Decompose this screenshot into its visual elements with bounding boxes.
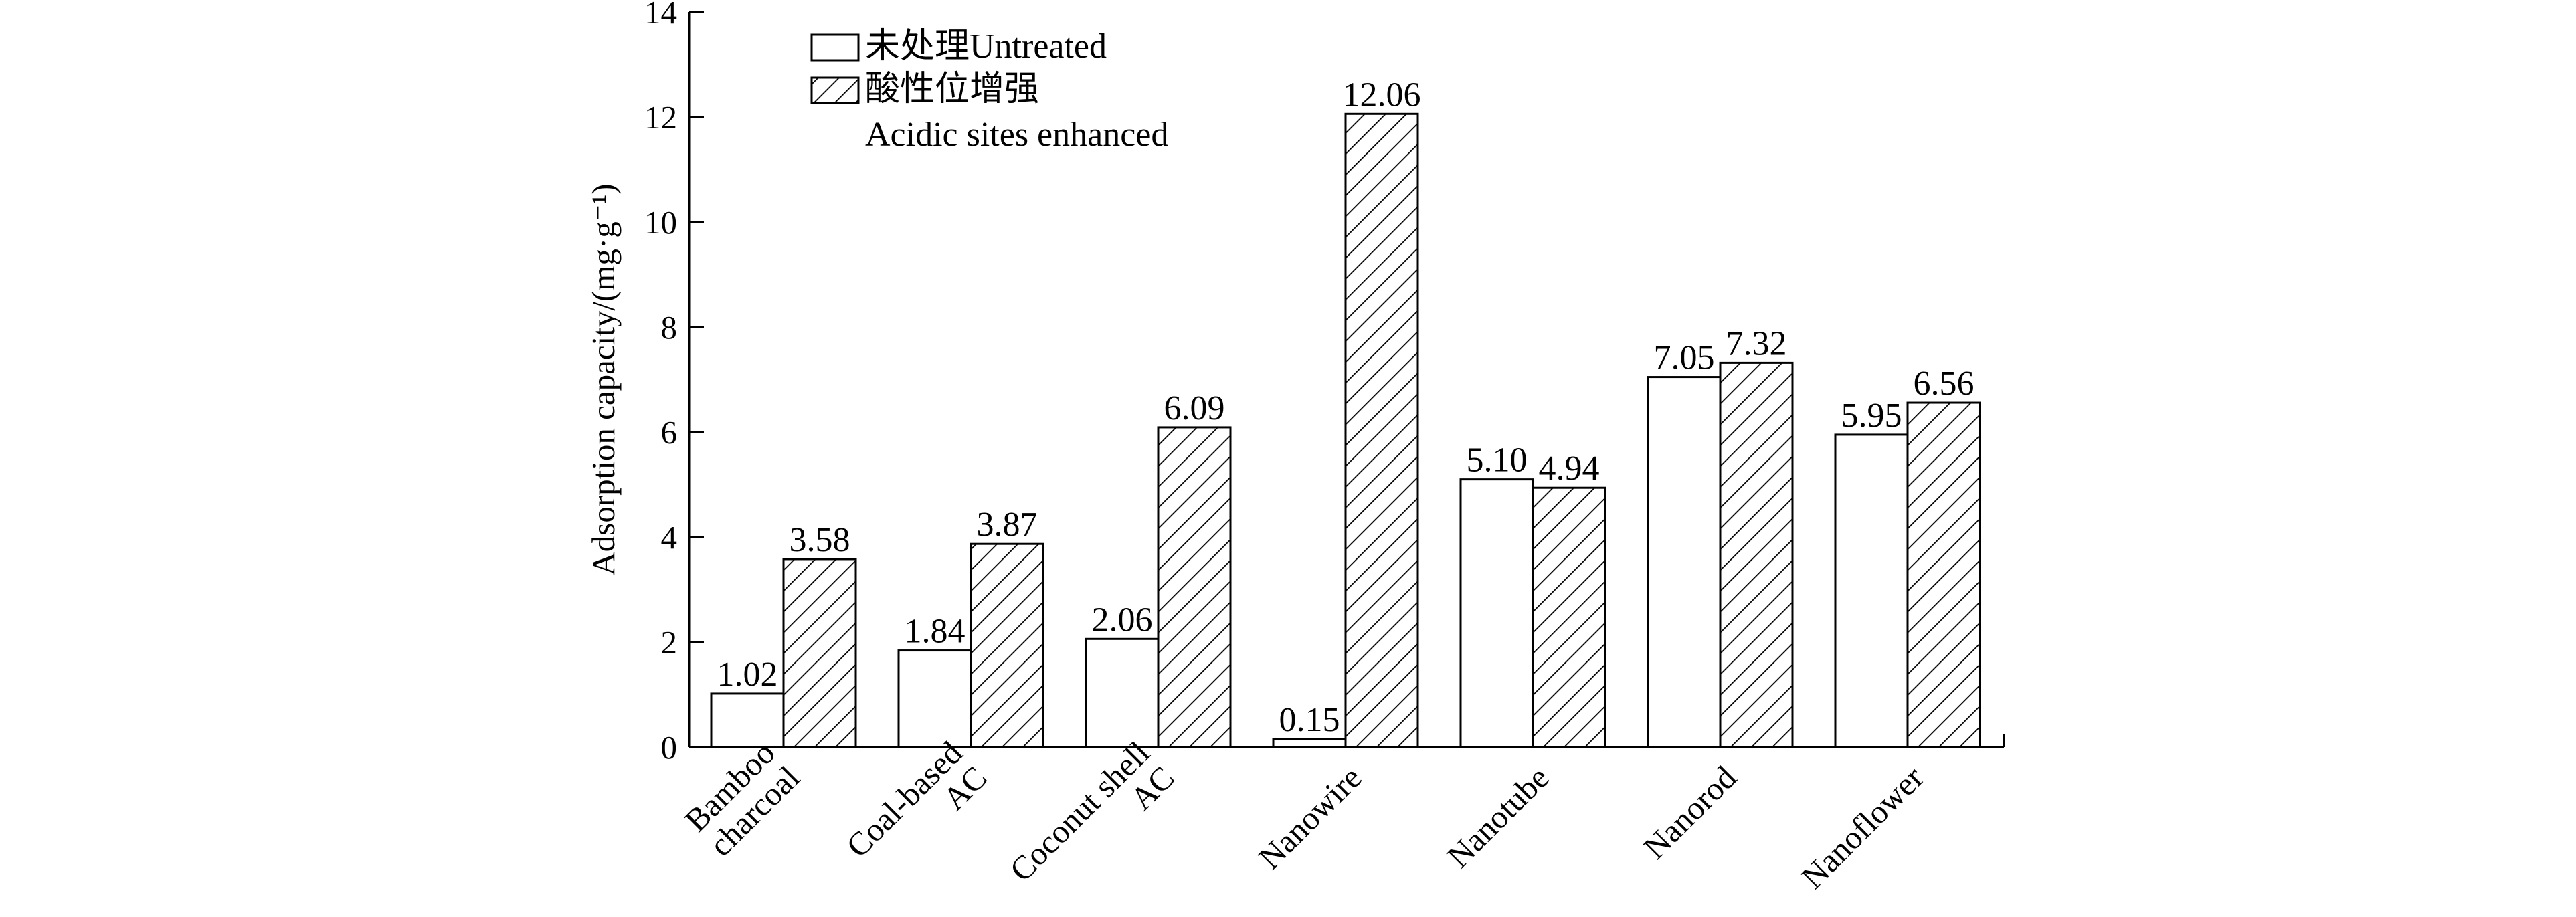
value-labels: 1.02 3.58 1.84 3.87 2.06 6.09 0.15 12.06 5.10 4.9…: [717, 76, 1974, 739]
bar-untreated: [1459, 478, 1534, 748]
y-tick-label: 4: [661, 519, 678, 556]
bar-acidic-enhanced: [1157, 426, 1232, 748]
y-tick-label: 8: [661, 309, 678, 346]
data-label: 7.32: [1726, 324, 1787, 363]
bar-acidic-enhanced: [1532, 486, 1606, 748]
y-axis-title: Adsorption capacity/(mg·g⁻¹): [585, 183, 622, 575]
legend-label-acidic-enhanced: 酸性位增强: [865, 70, 1039, 108]
bar-untreated: [710, 692, 785, 748]
data-label: 2.06: [1092, 601, 1153, 639]
data-label: 1.84: [905, 613, 965, 651]
x-tick-label-line: Coconut shell: [1002, 734, 1156, 888]
bar-untreated: [1834, 433, 1909, 748]
legend-label-acidic-enhanced-en: Acidic sites enhanced: [865, 116, 1168, 154]
bar-acidic-enhanced: [1344, 112, 1419, 748]
data-label: 0.15: [1279, 701, 1340, 739]
bar-untreated: [1647, 376, 1722, 748]
data-label: 6.56: [1914, 365, 1974, 403]
bar-untreated: [1085, 637, 1160, 748]
x-tick-label-line: Nanoflower: [1794, 759, 1930, 896]
legend-swatch-acidic-enhanced: [810, 76, 860, 104]
x-tick-label: Nanoflower: [1794, 759, 1930, 896]
y-tick-label: 0: [661, 729, 678, 766]
y-tick-label: 12: [644, 99, 677, 136]
legend-label-untreated: 未处理Untreated: [865, 27, 1107, 66]
data-label: 1.02: [717, 655, 778, 694]
y-tick-label: 14: [644, 0, 677, 31]
bar-untreated: [1272, 738, 1347, 748]
data-label: 5.10: [1467, 441, 1528, 480]
data-label: 4.94: [1539, 449, 1600, 488]
y-tick-label: 6: [661, 414, 678, 451]
y-tick-label: 2: [661, 624, 678, 661]
bar-untreated: [897, 649, 972, 748]
legend: 未处理Untreated 酸性位增强 Acidic sites enhanced: [810, 27, 1168, 154]
data-label: 3.87: [977, 506, 1038, 544]
data-label: 6.09: [1164, 389, 1225, 427]
x-tick-label: Nanowire: [1251, 759, 1369, 877]
bar-acidic-enhanced: [1906, 401, 1981, 748]
bars: [710, 112, 1981, 748]
bar-acidic-enhanced: [1719, 361, 1794, 748]
data-label: 12.06: [1343, 76, 1421, 114]
data-label: 7.05: [1654, 339, 1715, 377]
bar-acidic-enhanced: [970, 542, 1044, 748]
data-label: 3.58: [790, 521, 850, 559]
x-tick-label: Nanorod: [1636, 759, 1743, 866]
x-tick-label-line: Nanowire: [1251, 759, 1369, 877]
x-tick-label-line: Nanorod: [1636, 759, 1743, 866]
legend-swatch-untreated: [810, 33, 860, 62]
y-tick-label: 10: [644, 204, 677, 241]
data-label: 5.95: [1841, 397, 1902, 435]
x-tick-label: Nanotube: [1440, 759, 1556, 876]
x-tick-label-line: Nanotube: [1440, 759, 1556, 876]
axes: 0 2 4 6 8 10 12 14 Adsorption capacity/(mg·g⁻¹): [585, 0, 2005, 766]
bar-acidic-enhanced: [782, 558, 857, 748]
